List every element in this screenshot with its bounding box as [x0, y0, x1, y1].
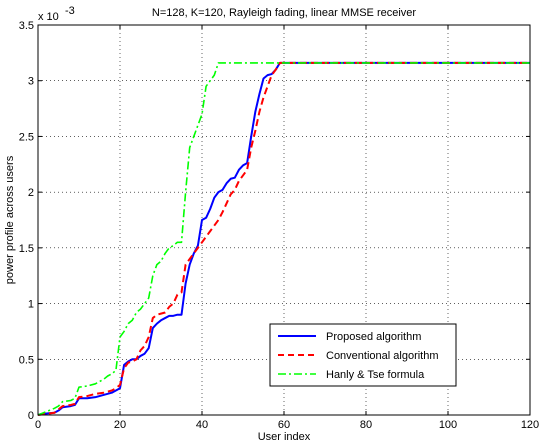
y-tick-label: 0	[28, 410, 34, 422]
series-line-proposed	[37, 61, 530, 416]
y-tick-label: 3.5	[19, 20, 34, 32]
y-tick-label: 3	[28, 76, 34, 88]
x-tick-label: 100	[439, 419, 457, 431]
y-scale-multiplier: x 10 -3	[38, 5, 75, 23]
x-axis-label: User index	[258, 431, 311, 443]
series-lines	[37, 61, 530, 416]
y-scale-base: x 10	[38, 11, 59, 23]
legend-label-conventional: Conventional algorithm	[326, 350, 439, 362]
x-tick-label: 20	[114, 419, 126, 431]
x-tick-label: 80	[360, 419, 372, 431]
y-tick-label: 2.5	[19, 131, 34, 143]
x-tick-label: 60	[278, 419, 290, 431]
legend: Proposed algorithm Conventional algorith…	[269, 323, 457, 387]
legend-label-hanly-tse: Hanly & Tse formula	[326, 369, 425, 381]
y-tick-label: 0.5	[19, 354, 34, 366]
series-line-hanly-tse	[37, 62, 530, 416]
y-axis-label: power profile across users	[4, 155, 16, 284]
y-tick-label: 1.5	[19, 243, 34, 255]
x-tick-label: 40	[196, 419, 208, 431]
legend-label-proposed: Proposed algorithm	[326, 331, 421, 343]
axis-ticks: 0 20 40 60 80 100 120 0 0.5 1 1.5 2 2.5 3 3.5	[19, 20, 539, 431]
y-tick-label: 2	[28, 187, 34, 199]
y-scale-exponent: -3	[65, 5, 75, 17]
chart-title: N=128, K=120, Rayleigh fading, linear MM…	[152, 7, 416, 19]
y-tick-label: 1	[28, 299, 34, 311]
x-tick-label: 120	[521, 419, 539, 431]
x-tick-label: 0	[35, 419, 41, 431]
series-line-conventional	[37, 61, 530, 416]
